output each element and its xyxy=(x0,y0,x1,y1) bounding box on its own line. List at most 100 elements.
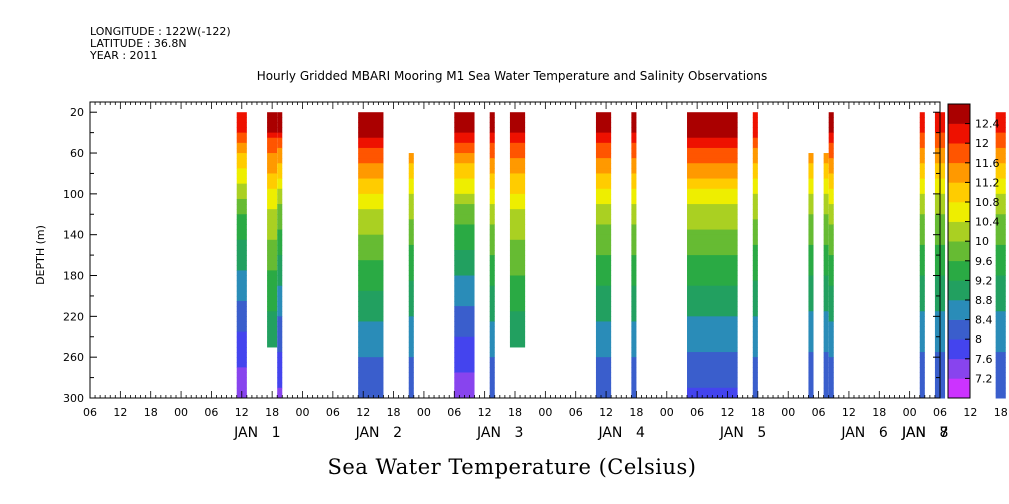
x-hour-label: 12 xyxy=(356,406,370,419)
temperature-cell xyxy=(828,224,834,231)
temperature-cell xyxy=(752,122,758,129)
temperature-cell xyxy=(631,260,637,266)
temperature-cell xyxy=(267,234,278,241)
temperature-cell xyxy=(808,280,814,287)
temperature-cell xyxy=(454,224,475,231)
temperature-cell xyxy=(631,331,637,338)
temperature-cell xyxy=(595,377,612,384)
temperature-cell xyxy=(267,250,278,256)
temperature-cell xyxy=(236,127,247,134)
temperature-cell xyxy=(358,260,384,266)
temperature-cell xyxy=(489,204,495,210)
temperature-cell xyxy=(489,311,495,317)
temperature-cell xyxy=(631,132,637,139)
temperature-cell xyxy=(408,178,414,185)
temperature-cell xyxy=(267,275,278,282)
temperature-cell xyxy=(823,244,829,251)
temperature-cell xyxy=(828,382,834,389)
temperature-cell xyxy=(595,270,612,277)
temperature-cell xyxy=(595,265,612,271)
temperature-cell xyxy=(277,372,283,379)
temperature-cell xyxy=(489,265,495,271)
temperature-cell xyxy=(509,117,526,123)
temperature-cell xyxy=(631,168,637,174)
temperature-cell xyxy=(808,234,814,241)
temperature-cell xyxy=(828,147,834,154)
temperature-cell xyxy=(752,367,758,373)
temperature-cell xyxy=(687,193,738,200)
temperature-cell xyxy=(358,367,384,373)
temperature-cell xyxy=(509,301,526,307)
x-hour-label: 06 xyxy=(569,406,583,419)
temperature-cell xyxy=(752,331,758,338)
temperature-cell xyxy=(267,336,278,343)
temperature-cell xyxy=(454,367,475,373)
temperature-cell xyxy=(631,372,637,379)
temperature-cell xyxy=(358,250,384,256)
temperature-cell xyxy=(277,244,283,251)
temperature-cell xyxy=(267,183,278,190)
temperature-cell xyxy=(267,122,278,129)
temperature-cell xyxy=(823,357,829,363)
temperature-cell xyxy=(687,306,738,312)
colorbar-segment xyxy=(948,339,970,360)
temperature-cell xyxy=(808,168,814,174)
x-hour-label: 18 xyxy=(144,406,158,419)
temperature-cell xyxy=(236,122,247,129)
temperature-cell xyxy=(687,255,738,261)
temperature-cell xyxy=(358,336,384,343)
colorbar-label: 10.4 xyxy=(975,216,1000,229)
x-day-number-label: 6 xyxy=(879,425,888,441)
temperature-cell xyxy=(823,285,829,292)
y-tick-label: 140 xyxy=(63,229,84,242)
temperature-cell xyxy=(919,239,925,246)
temperature-cell xyxy=(277,127,283,134)
temperature-cell xyxy=(631,280,637,287)
temperature-cell xyxy=(454,275,475,282)
temperature-cell xyxy=(752,265,758,271)
x-day-number-label: 5 xyxy=(757,425,766,441)
temperature-cell xyxy=(236,285,247,292)
data-block xyxy=(631,112,637,399)
temperature-cell xyxy=(595,132,612,139)
temperature-cell xyxy=(509,285,526,292)
temperature-cell xyxy=(631,122,637,129)
temperature-cell xyxy=(828,377,834,384)
temperature-cell xyxy=(509,275,526,282)
temperature-cell xyxy=(595,280,612,287)
temperature-cell xyxy=(509,168,526,174)
x-day-number-label: 7 xyxy=(940,425,949,441)
temperature-cell xyxy=(595,158,612,164)
temperature-cell xyxy=(595,301,612,307)
temperature-cell xyxy=(267,295,278,302)
temperature-cell xyxy=(823,301,829,307)
temperature-cell xyxy=(454,234,475,241)
temperature-cell xyxy=(358,178,384,185)
temperature-cell xyxy=(489,158,495,164)
temperature-cell xyxy=(823,367,829,373)
temperature-cell xyxy=(489,301,495,307)
temperature-cell xyxy=(454,117,475,123)
temperature-cell xyxy=(277,367,283,373)
temperature-cell xyxy=(995,346,1006,353)
temperature-cell xyxy=(358,357,384,363)
temperature-cell xyxy=(631,224,637,231)
temperature-cell xyxy=(823,321,829,328)
temperature-cell xyxy=(454,260,475,266)
x-hour-label: 12 xyxy=(235,406,249,419)
temperature-cell xyxy=(808,214,814,220)
temperature-cell xyxy=(595,311,612,317)
temperature-cell xyxy=(277,341,283,348)
temperature-cell xyxy=(454,229,475,236)
temperature-cell xyxy=(687,250,738,256)
temperature-cell xyxy=(509,224,526,231)
temperature-cell xyxy=(267,204,278,210)
chart-title: Hourly Gridded MBARI Mooring M1 Sea Wate… xyxy=(257,69,768,83)
temperature-cell xyxy=(236,331,247,338)
temperature-cell xyxy=(631,214,637,220)
temperature-cell xyxy=(509,316,526,322)
temperature-cell xyxy=(489,352,495,358)
temperature-cell xyxy=(995,311,1006,317)
y-axis: 20 60 100 140 180 220 260 300 xyxy=(63,106,940,405)
temperature-cell xyxy=(408,362,414,368)
